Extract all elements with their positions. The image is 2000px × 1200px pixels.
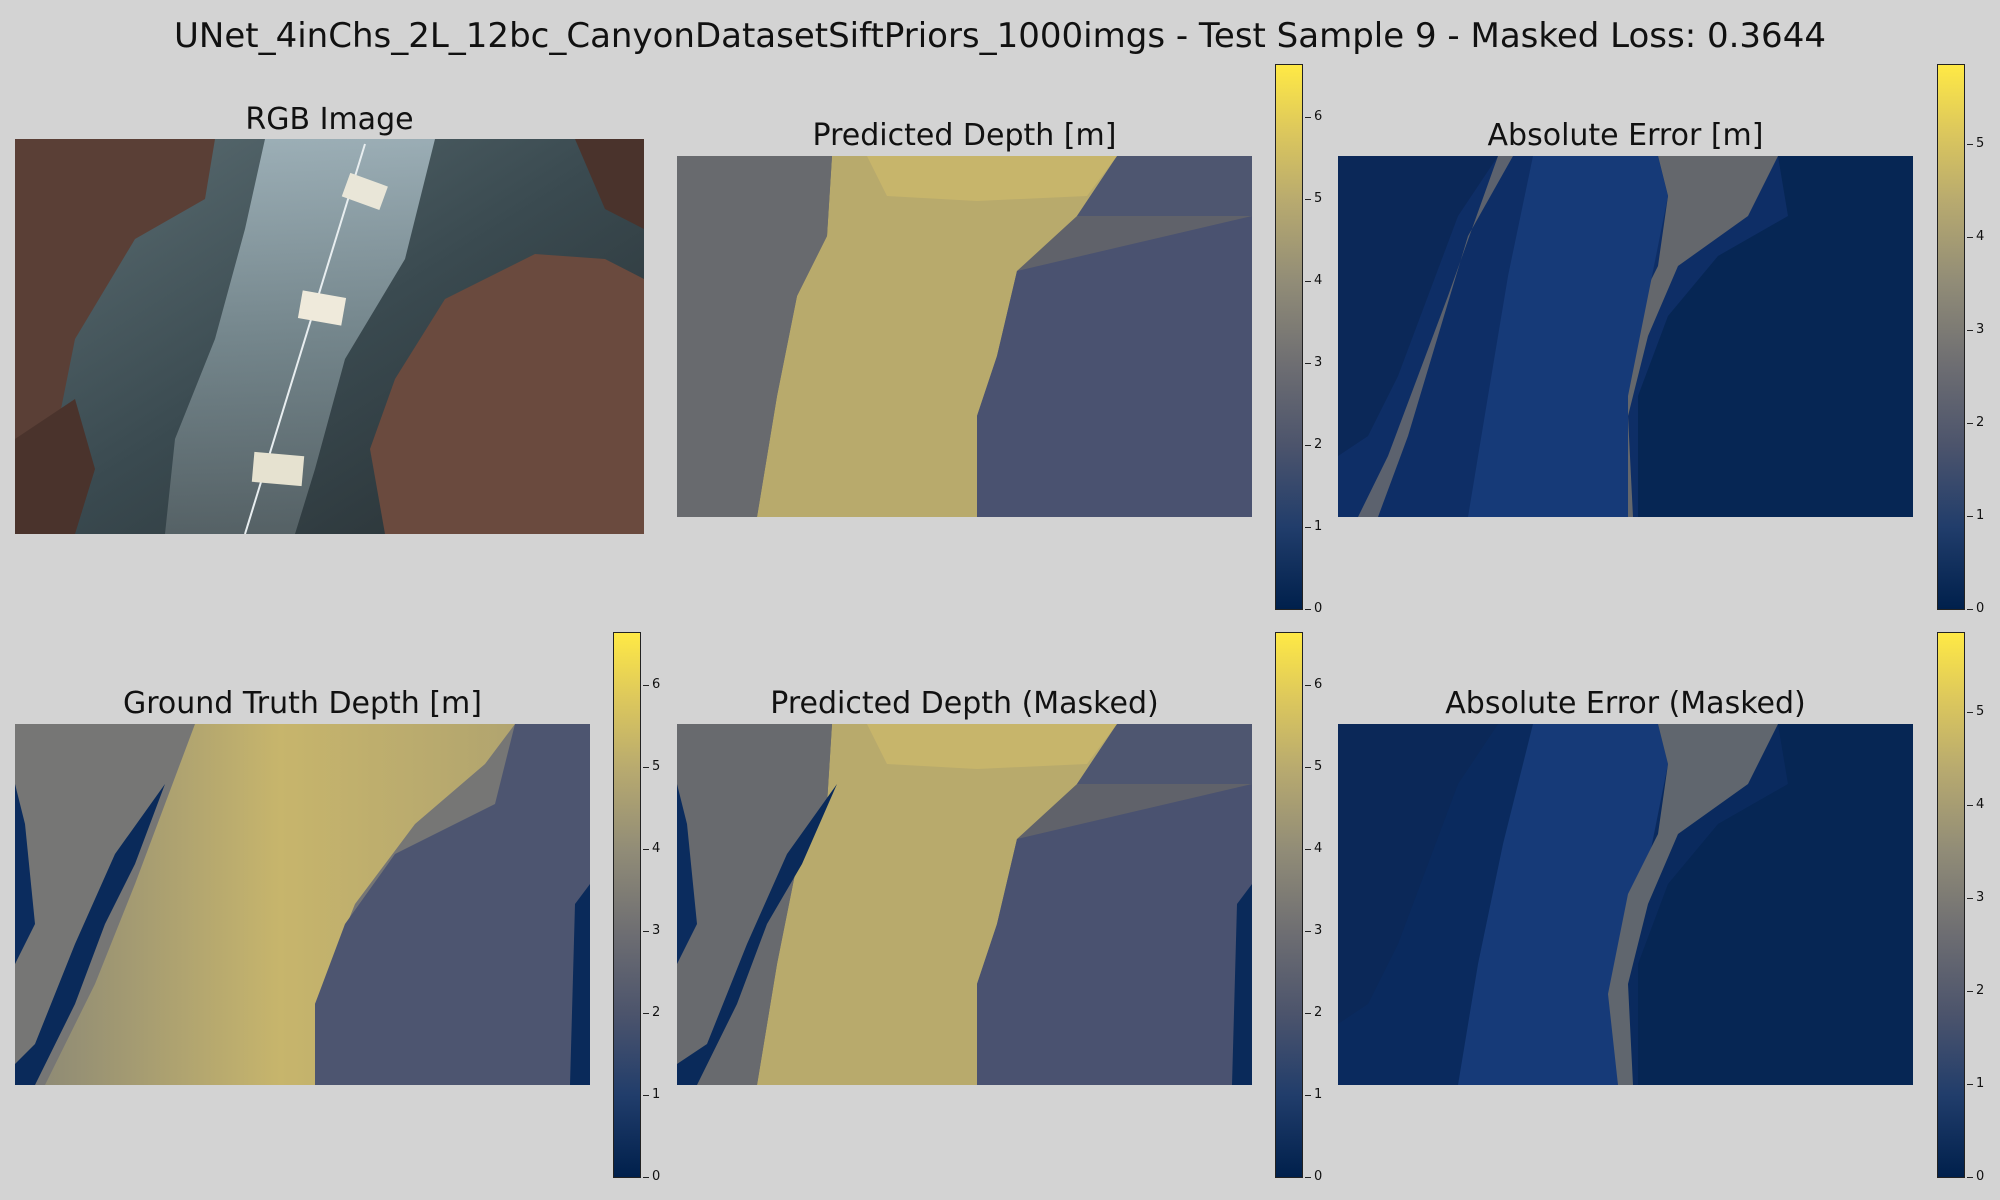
ground-truth-depth-map <box>15 724 590 1085</box>
pred-masked-panel-title: Predicted Depth (Masked) <box>770 686 1159 721</box>
cbar-tick: 2 <box>1966 983 1985 998</box>
cbar-tick: 0 <box>1966 601 1985 616</box>
rgb-image <box>15 139 644 534</box>
cbar-tick: 4 <box>1966 797 1985 812</box>
absolute-error-masked-colorbar <box>1937 632 1965 1178</box>
ground-truth-depth-colorbar <box>613 632 641 1178</box>
cbar-tick: 3 <box>1966 322 1985 337</box>
cbar-tick: 3 <box>642 923 661 938</box>
err-masked-panel-title: Absolute Error (Masked) <box>1445 686 1806 721</box>
gt-panel-title: Ground Truth Depth [m] <box>122 686 482 721</box>
cbar-tick: 0 <box>1966 1169 1985 1184</box>
cbar-tick: 2 <box>1304 1005 1323 1020</box>
absolute-error-map <box>1338 156 1913 517</box>
cbar-tick: 1 <box>1966 508 1985 523</box>
cbar-tick: 2 <box>642 1005 661 1020</box>
predicted-depth-masked-map <box>677 724 1252 1085</box>
cbar-tick: 2 <box>1304 437 1323 452</box>
cbar-tick: 0 <box>1304 601 1323 616</box>
cbar-tick: 0 <box>1304 1169 1323 1184</box>
cbar-tick: 4 <box>1304 273 1323 288</box>
cbar-tick: 6 <box>642 677 661 692</box>
err-panel-title: Absolute Error [m] <box>1487 118 1764 153</box>
predicted-depth-masked-colorbar <box>1275 632 1303 1178</box>
cbar-tick: 0 <box>642 1169 661 1184</box>
cbar-tick: 3 <box>1304 355 1323 370</box>
cbar-tick: 6 <box>1304 677 1323 692</box>
rgb-panel-title: RGB Image <box>245 102 414 137</box>
cbar-tick: 5 <box>1304 759 1323 774</box>
cbar-tick: 1 <box>1304 1087 1323 1102</box>
pred-panel-title: Predicted Depth [m] <box>812 118 1117 153</box>
cbar-tick: 4 <box>1966 229 1985 244</box>
cbar-tick: 6 <box>1304 109 1323 124</box>
cbar-tick: 1 <box>1304 519 1323 534</box>
cbar-tick: 5 <box>642 759 661 774</box>
cbar-tick: 1 <box>642 1087 661 1102</box>
cbar-tick: 5 <box>1966 704 1985 719</box>
cbar-tick: 3 <box>1966 890 1985 905</box>
predicted-depth-colorbar <box>1275 64 1303 610</box>
absolute-error-colorbar <box>1937 64 1965 610</box>
cbar-tick: 1 <box>1966 1076 1985 1091</box>
cbar-tick: 5 <box>1304 191 1323 206</box>
cbar-tick: 2 <box>1966 415 1985 430</box>
absolute-error-masked-map <box>1338 724 1913 1085</box>
cbar-tick: 3 <box>1304 923 1323 938</box>
figure-suptitle: UNet_4inChs_2L_12bc_CanyonDatasetSiftPri… <box>174 16 1826 56</box>
cbar-tick: 5 <box>1966 136 1985 151</box>
cbar-tick: 4 <box>642 841 661 856</box>
predicted-depth-map <box>677 156 1252 517</box>
cbar-tick: 4 <box>1304 841 1323 856</box>
